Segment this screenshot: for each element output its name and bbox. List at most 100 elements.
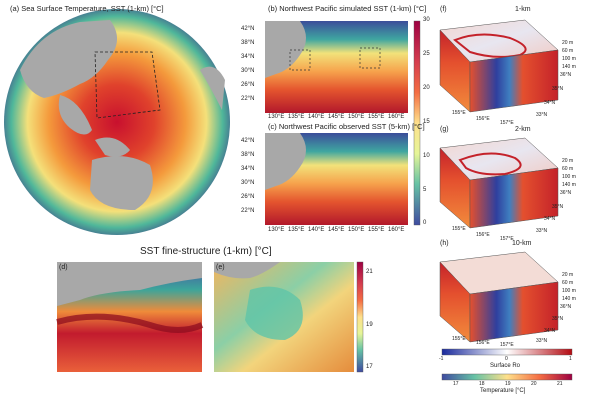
g-depth: 100 m (562, 174, 576, 180)
panel-f-title: 1-km (515, 6, 531, 13)
b-lat-tick: 34°N (241, 54, 255, 60)
bc-cbar-tick: 25 (423, 51, 430, 57)
g-lon: 156°E (476, 232, 490, 238)
c-lon-tick: 140°E (308, 227, 325, 233)
panel-e-label: (e) (216, 264, 225, 271)
c-lon-tick: 135°E (288, 227, 305, 233)
cube-f (439, 19, 559, 113)
bc-cbar-tick: 0 (423, 220, 427, 226)
cube-h (439, 251, 559, 343)
f-lat: 35°N (552, 86, 564, 92)
panel-e-eddy (245, 286, 303, 340)
f-depth: 100 m (562, 56, 576, 62)
ro-tick: -1 (439, 356, 444, 362)
g-lat: 33°N (536, 228, 548, 234)
c-lon-tick: 155°E (368, 227, 385, 233)
indochina-landmass (58, 95, 92, 135)
temp-tick: 21 (557, 381, 563, 387)
panel-a-globe (4, 9, 230, 235)
b-lat-tick: 30°N (241, 68, 255, 74)
c-lon-tick: 160°E (388, 227, 405, 233)
island-landmass (95, 137, 130, 157)
f-lon: 155°E (452, 110, 466, 116)
f-lat: 33°N (536, 112, 548, 118)
f-lon: 156°E (476, 116, 490, 122)
c-lon-tick: 130°E (268, 227, 285, 233)
h-lat: 34°N (544, 328, 556, 334)
panel-g-title: 2-km (515, 126, 531, 133)
temp-tick: 19 (505, 381, 511, 387)
panel-b-title: (b) Northwest Pacific simulated SST (1-k… (268, 4, 427, 13)
cube-g-front-lines (458, 152, 522, 176)
f-lat: 36°N (560, 72, 572, 78)
ro-tick: 0 (505, 356, 508, 362)
h-lat: 35°N (552, 316, 564, 322)
c-lon-tick: 150°E (348, 227, 365, 233)
h-lat: 36°N (560, 304, 572, 310)
f-depth: 140 m (562, 64, 576, 70)
c-lat-tick: 26°N (241, 194, 255, 200)
c-lat-tick: 34°N (241, 166, 255, 172)
b-lat-tick: 26°N (241, 82, 255, 88)
b-lat-tick: 42°N (241, 26, 255, 32)
g-depth: 140 m (562, 182, 576, 188)
panel-g-label: (g) (440, 126, 449, 133)
h-lat: 33°N (536, 338, 548, 344)
temp-tick: 18 (479, 381, 485, 387)
h-depth: 20 m (562, 272, 574, 278)
panel-f-label: (f) (440, 6, 447, 13)
b-lat-tick: 38°N (241, 40, 255, 46)
panel-d-label: (d) (59, 264, 68, 271)
b-lon-tick: 150°E (348, 114, 365, 120)
panel-h-label: (h) (440, 240, 449, 247)
g-lon: 157°E (500, 236, 514, 242)
bc-colorbar (413, 20, 421, 226)
c-lat-tick: 30°N (241, 180, 255, 186)
g-lat: 36°N (560, 190, 572, 196)
h-depth: 140 m (562, 296, 576, 302)
panel-b-map (265, 21, 408, 113)
north-america-landmass (200, 66, 225, 110)
de-cbar-tick: 17 (366, 364, 373, 370)
g-lat: 35°N (552, 204, 564, 210)
panel-d-map (56, 262, 204, 372)
australia-landmass (90, 156, 153, 210)
region-box (94, 51, 161, 119)
fine-structure-title: SST fine-structure (1-km) [°C] (140, 246, 272, 257)
panel-c-title: (c) Northwest Pacific observed SST (5-km… (268, 122, 425, 131)
panel-h-title: 10-km (512, 240, 532, 247)
ro-colorbar (441, 348, 573, 356)
de-cbar-tick: 21 (366, 269, 373, 275)
asia-landmass (20, 20, 118, 98)
b-lon-tick: 160°E (388, 114, 405, 120)
panel-d-land (57, 262, 202, 306)
panel-b-box-2 (359, 47, 381, 69)
ro-colorbar-label: Surface Ro (490, 363, 521, 369)
cube-f-front-lines (453, 33, 527, 58)
panel-e-land (214, 262, 280, 279)
b-lon-tick: 145°E (328, 114, 345, 120)
cube-g (439, 137, 559, 229)
panel-c-map (265, 133, 408, 225)
c-lon-tick: 145°E (328, 227, 345, 233)
de-colorbar (356, 261, 364, 373)
bc-cbar-tick: 15 (423, 119, 430, 125)
bc-cbar-tick: 30 (423, 17, 430, 23)
h-lon: 156°E (476, 340, 490, 346)
cube-h-front (469, 281, 559, 343)
g-depth: 60 m (562, 166, 574, 172)
f-lat: 34°N (544, 100, 556, 106)
temp-tick: 17 (453, 381, 459, 387)
bc-cbar-tick: 10 (423, 153, 430, 159)
f-depth: 20 m (562, 40, 574, 46)
bc-cbar-tick: 20 (423, 85, 430, 91)
panel-e-map (214, 262, 354, 372)
h-lon: 157°E (500, 342, 514, 348)
b-lat-tick: 22°N (241, 96, 255, 102)
g-depth: 20 m (562, 158, 574, 164)
panel-d-front (56, 313, 204, 333)
b-lon-tick: 155°E (368, 114, 385, 120)
g-lon: 155°E (452, 226, 466, 232)
cube-g-front (469, 167, 559, 229)
